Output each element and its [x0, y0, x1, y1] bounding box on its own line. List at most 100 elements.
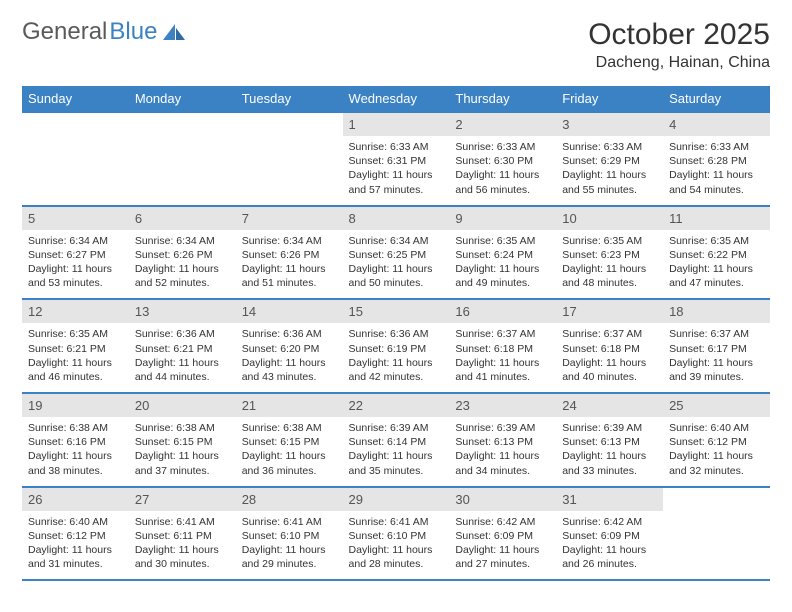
day-info-cell: Sunrise: 6:42 AMSunset: 6:09 PMDaylight:…	[449, 511, 556, 580]
sunset-line: Sunset: 6:14 PM	[349, 435, 444, 449]
sunset-line: Sunset: 6:19 PM	[349, 342, 444, 356]
day-number-cell: 23	[449, 393, 556, 417]
day-info-cell: Sunrise: 6:38 AMSunset: 6:15 PMDaylight:…	[129, 417, 236, 487]
daylight-line: Daylight: 11 hours and 37 minutes.	[135, 449, 230, 477]
sunrise-line: Sunrise: 6:35 AM	[28, 327, 123, 341]
title-block: October 2025 Dacheng, Hainan, China	[588, 18, 770, 72]
weekday-header: Sunday	[22, 86, 129, 112]
day-info-cell: Sunrise: 6:37 AMSunset: 6:18 PMDaylight:…	[556, 323, 663, 393]
daylight-line: Daylight: 11 hours and 31 minutes.	[28, 543, 123, 571]
day-number-cell: 11	[663, 206, 770, 230]
daylight-line: Daylight: 11 hours and 43 minutes.	[242, 356, 337, 384]
daynum-row: 262728293031	[22, 487, 770, 511]
sunrise-line: Sunrise: 6:41 AM	[242, 515, 337, 529]
day-number-cell: 19	[22, 393, 129, 417]
day-info-cell: Sunrise: 6:35 AMSunset: 6:24 PMDaylight:…	[449, 230, 556, 300]
daylight-line: Daylight: 11 hours and 55 minutes.	[562, 168, 657, 196]
day-number-cell: 2	[449, 112, 556, 136]
day-number-cell: 25	[663, 393, 770, 417]
day-info-cell: Sunrise: 6:40 AMSunset: 6:12 PMDaylight:…	[663, 417, 770, 487]
info-row: Sunrise: 6:38 AMSunset: 6:16 PMDaylight:…	[22, 417, 770, 487]
weekday-header: Tuesday	[236, 86, 343, 112]
sunset-line: Sunset: 6:25 PM	[349, 248, 444, 262]
day-info-cell: Sunrise: 6:34 AMSunset: 6:25 PMDaylight:…	[343, 230, 450, 300]
sunrise-line: Sunrise: 6:40 AM	[669, 421, 764, 435]
sunset-line: Sunset: 6:21 PM	[28, 342, 123, 356]
sunset-line: Sunset: 6:09 PM	[562, 529, 657, 543]
sunrise-line: Sunrise: 6:34 AM	[349, 234, 444, 248]
day-number-cell: 1	[343, 112, 450, 136]
day-number-cell: 6	[129, 206, 236, 230]
day-number-cell: 30	[449, 487, 556, 511]
day-number-cell: 24	[556, 393, 663, 417]
day-number-cell	[236, 112, 343, 136]
sunset-line: Sunset: 6:27 PM	[28, 248, 123, 262]
sunrise-line: Sunrise: 6:35 AM	[455, 234, 550, 248]
day-info-cell: Sunrise: 6:36 AMSunset: 6:21 PMDaylight:…	[129, 323, 236, 393]
info-row: Sunrise: 6:33 AM Sunset: 6:31 PM Daylight:…	[22, 136, 770, 206]
daylight-line: Daylight: 11 hours and 50 minutes.	[349, 262, 444, 290]
brand-part2: Blue	[109, 18, 157, 46]
sunset-line: Sunset: 6:12 PM	[28, 529, 123, 543]
daylight-line: Daylight: 11 hours and 51 minutes.	[242, 262, 337, 290]
sunset-line: Sunset: 6:29 PM	[562, 154, 657, 168]
calendar-table: Sunday Monday Tuesday Wednesday Thursday…	[22, 86, 770, 579]
info-row: Sunrise: 6:40 AMSunset: 6:12 PMDaylight:…	[22, 511, 770, 580]
daylight-line: Daylight: 11 hours and 46 minutes.	[28, 356, 123, 384]
sunrise-line: Sunrise: 6:37 AM	[669, 327, 764, 341]
sunrise-line: Sunrise: 6:36 AM	[242, 327, 337, 341]
sunset-line: Sunset: 6:31 PM	[349, 154, 444, 168]
day-number-cell: 29	[343, 487, 450, 511]
sunset-line: Sunset: 6:10 PM	[242, 529, 337, 543]
sunset-line: Sunset: 6:23 PM	[562, 248, 657, 262]
sunset-line: Sunset: 6:11 PM	[135, 529, 230, 543]
info-row: Sunrise: 6:34 AMSunset: 6:27 PMDaylight:…	[22, 230, 770, 300]
sunset-line: Sunset: 6:15 PM	[242, 435, 337, 449]
daylight-line: Daylight: 11 hours and 32 minutes.	[669, 449, 764, 477]
day-number-cell: 26	[22, 487, 129, 511]
daynum-row: 567891011	[22, 206, 770, 230]
day-info-cell: Sunrise: 6:40 AMSunset: 6:12 PMDaylight:…	[22, 511, 129, 580]
sunrise-line: Sunrise: 6:37 AM	[455, 327, 550, 341]
brand-part1: General	[22, 18, 107, 46]
daylight-line: Daylight: 11 hours and 53 minutes.	[28, 262, 123, 290]
sunrise-line: Sunrise: 6:38 AM	[242, 421, 337, 435]
sunset-line: Sunset: 6:26 PM	[135, 248, 230, 262]
daylight-line: Daylight: 11 hours and 38 minutes.	[28, 449, 123, 477]
day-number-cell: 10	[556, 206, 663, 230]
sunrise-line: Sunrise: 6:33 AM	[455, 140, 550, 154]
day-info-cell: Sunrise: 6:39 AMSunset: 6:13 PMDaylight:…	[449, 417, 556, 487]
day-number-cell: 7	[236, 206, 343, 230]
day-info-cell	[22, 136, 129, 206]
day-number-cell: 15	[343, 299, 450, 323]
sunset-line: Sunset: 6:22 PM	[669, 248, 764, 262]
sunrise-line: Sunrise: 6:36 AM	[349, 327, 444, 341]
day-number-cell: 27	[129, 487, 236, 511]
sunset-line: Sunset: 6:28 PM	[669, 154, 764, 168]
sunrise-line: Sunrise: 6:37 AM	[562, 327, 657, 341]
daynum-row: 19202122232425	[22, 393, 770, 417]
day-info-cell: Sunrise: 6:34 AMSunset: 6:26 PMDaylight:…	[236, 230, 343, 300]
sunrise-line: Sunrise: 6:42 AM	[562, 515, 657, 529]
sunset-line: Sunset: 6:24 PM	[455, 248, 550, 262]
day-info-cell: Sunrise: 6:36 AMSunset: 6:20 PMDaylight:…	[236, 323, 343, 393]
sunset-line: Sunset: 6:13 PM	[562, 435, 657, 449]
weekday-header: Wednesday	[343, 86, 450, 112]
day-number-cell: 12	[22, 299, 129, 323]
day-number-cell: 8	[343, 206, 450, 230]
bottom-rule	[22, 579, 770, 581]
sunrise-line: Sunrise: 6:35 AM	[669, 234, 764, 248]
weekday-header: Monday	[129, 86, 236, 112]
sunset-line: Sunset: 6:10 PM	[349, 529, 444, 543]
daynum-row: 12131415161718	[22, 299, 770, 323]
day-number-cell	[663, 487, 770, 511]
sunrise-line: Sunrise: 6:39 AM	[349, 421, 444, 435]
day-number-cell	[129, 112, 236, 136]
calendar-body: 1234Sunrise: 6:33 AMSunset: 6:31 PMDayli…	[22, 112, 770, 579]
day-info-cell: Sunrise: 6:35 AMSunset: 6:22 PMDaylight:…	[663, 230, 770, 300]
day-info-cell: Sunrise: 6:41 AMSunset: 6:10 PMDaylight:…	[236, 511, 343, 580]
day-info-cell	[236, 136, 343, 206]
daylight-line: Daylight: 11 hours and 39 minutes.	[669, 356, 764, 384]
day-info-cell: Sunrise: 6:33 AMSunset: 6:28 PMDaylight:…	[663, 136, 770, 206]
weekday-header-row: Sunday Monday Tuesday Wednesday Thursday…	[22, 86, 770, 112]
